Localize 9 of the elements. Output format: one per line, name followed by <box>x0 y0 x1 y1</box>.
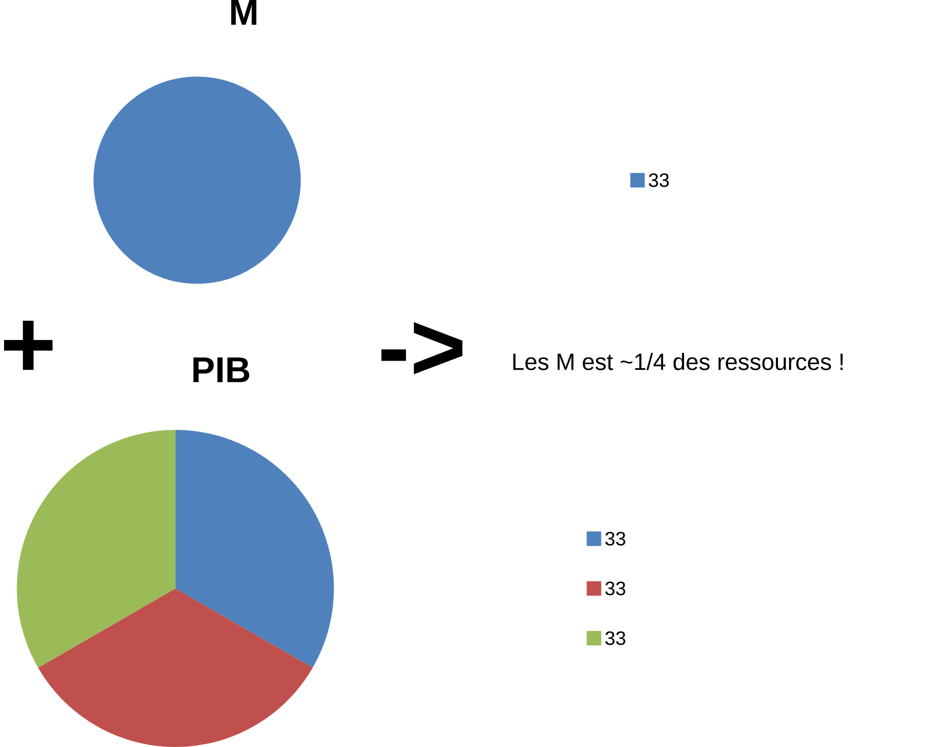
text: + <box>4 320 53 370</box>
legend-label: 33 <box>605 631 626 646</box>
text: Les M est ~1/4 des ressources ! <box>513 352 843 370</box>
chart-title: PIB <box>193 357 250 382</box>
legend-label: 33 <box>605 532 626 546</box>
chart-title: M <box>231 0 256 25</box>
text: -> <box>381 322 462 374</box>
legend-label: 33 <box>648 173 669 188</box>
legend-label: 33 <box>605 582 626 596</box>
